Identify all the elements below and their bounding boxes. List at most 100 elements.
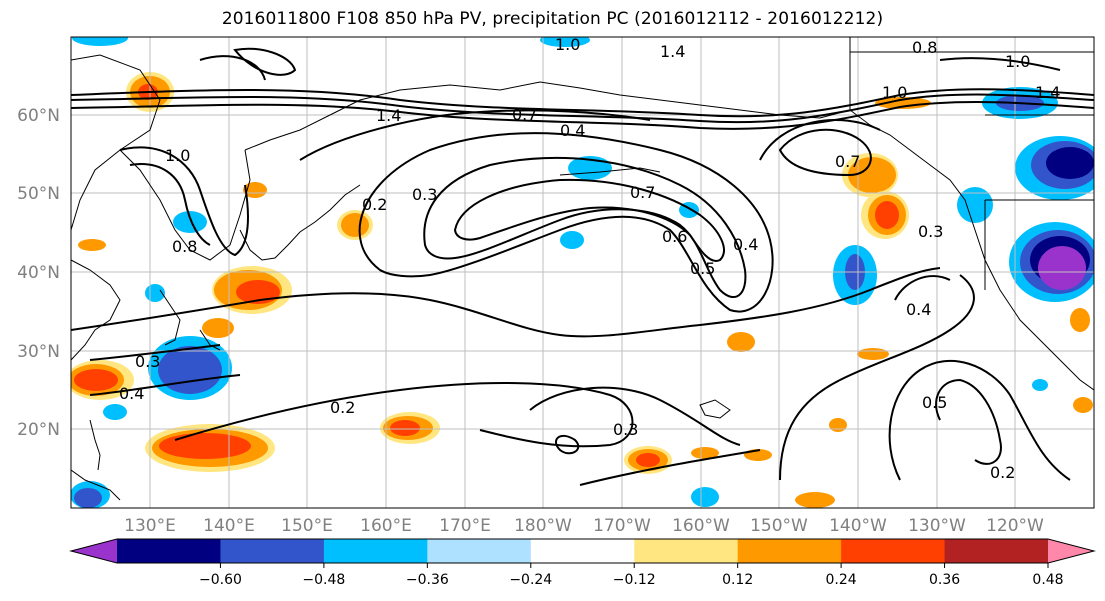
contour-label: 0.7 — [630, 183, 655, 202]
contour-label: 0.3 — [412, 185, 437, 204]
colorbar-tick-label: 0.24 — [826, 572, 857, 588]
lon-label: 160°W — [672, 516, 730, 536]
contour-label: 0.7 — [835, 152, 860, 171]
shade-patch — [173, 211, 207, 233]
contour-label: 1.0 — [1005, 52, 1030, 71]
colorbar-cell — [117, 539, 221, 563]
colorbar-extend-max — [1048, 539, 1094, 563]
map-plot-area: 1.0 1.4 0.8 1.0 1.4 0.7 0.4 1.0 1.4 0.2 … — [71, 35, 1094, 508]
contour-label: 0.3 — [613, 420, 638, 439]
lon-label: 170°E — [439, 516, 491, 536]
contour-label: 1.4 — [376, 106, 401, 125]
shade-patch — [202, 318, 234, 338]
colorbar-tick-label: −0.36 — [406, 572, 449, 588]
pv-contours — [71, 47, 1094, 486]
colorbar-tick-label: −0.60 — [199, 572, 242, 588]
contour-label: 0.3 — [918, 222, 943, 241]
shade-patch — [1032, 379, 1048, 391]
shade-patch — [74, 369, 118, 391]
contour-label: 1.4 — [1035, 83, 1060, 102]
shade-patch — [1038, 246, 1086, 290]
contour-label: 0.4 — [906, 300, 931, 319]
shade-patch — [72, 37, 128, 46]
colorbar-ticks: −0.60 −0.48 −0.36 −0.24 −0.12 0.12 0.24 0.36 0.4… — [199, 563, 1064, 588]
contour-label: 1.0 — [165, 146, 190, 165]
contour-label: 0.7 — [512, 105, 537, 124]
shade-patch — [1046, 147, 1094, 179]
lon-label: 150°W — [750, 516, 808, 536]
shade-patch — [691, 487, 719, 507]
lon-label: 150°E — [281, 516, 333, 536]
lat-label: 20°N — [17, 420, 60, 440]
colorbar-cell — [530, 539, 635, 563]
colorbar-cell — [841, 539, 946, 563]
lon-label: 180°W — [514, 516, 572, 536]
contour-label: 0.3 — [135, 352, 160, 371]
shade-patch — [636, 453, 660, 467]
contour-label: 1.4 — [660, 42, 685, 61]
colorbar-cell — [944, 539, 1049, 563]
lat-label: 30°N — [17, 342, 60, 362]
shade-patch — [103, 404, 127, 420]
colorbar-cell — [323, 539, 428, 563]
shade-patch — [540, 37, 590, 47]
shade-patch — [341, 213, 369, 237]
shade-patch — [875, 97, 931, 109]
map-frame — [70, 36, 1095, 509]
contour-label: 0.6 — [662, 227, 687, 246]
colorbar-extend-min — [71, 539, 117, 563]
contour-label: 1.0 — [555, 35, 580, 54]
lat-label: 50°N — [17, 184, 60, 204]
colorbar-cell — [737, 539, 842, 563]
colorbar: −0.60 −0.48 −0.36 −0.24 −0.12 0.12 0.24 0.36 0.4… — [69, 538, 1096, 588]
colorbar-tick-label: 0.48 — [1032, 572, 1063, 588]
colorbar-cell — [427, 539, 532, 563]
lon-label: 170°W — [593, 516, 651, 536]
shade-patch — [848, 157, 896, 193]
contour-label: 0.4 — [733, 235, 758, 254]
shade-patch — [243, 182, 267, 198]
colorbar-cell — [220, 539, 325, 563]
shade-patch — [857, 348, 889, 360]
contour-label: 0.4 — [119, 384, 144, 403]
colorbar-tick-label: −0.48 — [302, 572, 345, 588]
colorbar-tick-label: 0.12 — [722, 572, 753, 588]
map-title: 2016011800 F108 850 hPa PV, precipitatio… — [221, 9, 884, 29]
colorbar-tick-label: 0.36 — [929, 572, 960, 588]
shade-patch — [795, 492, 835, 508]
contour-label: 0.5 — [690, 259, 715, 278]
precip-shading — [71, 37, 1094, 508]
lon-label: 130°W — [908, 516, 966, 536]
lon-label: 140°W — [829, 516, 887, 536]
shade-patch — [78, 239, 106, 251]
shade-patch — [957, 187, 993, 223]
colorbar-tick-label: −0.12 — [613, 572, 656, 588]
contour-label: 0.8 — [172, 237, 197, 256]
colorbar-tick-label: −0.24 — [509, 572, 552, 588]
contour-label: 0.2 — [362, 195, 387, 214]
contour-label: 0.2 — [330, 398, 355, 417]
contour-label: 0.8 — [912, 38, 937, 57]
longitude-labels: 130°E 140°E 150°E 160°E 170°E 180°W 170°… — [124, 516, 1044, 536]
coastlines — [71, 37, 1094, 501]
shade-patch — [390, 420, 420, 436]
shade-patch — [875, 201, 899, 229]
lat-label: 40°N — [17, 263, 60, 283]
lon-label: 120°W — [986, 516, 1044, 536]
colorbar-cells — [117, 539, 1049, 563]
contour-labels: 1.0 1.4 0.8 1.0 1.4 0.7 0.4 1.0 1.4 0.2 … — [119, 35, 1060, 482]
colorbar-cell — [634, 539, 739, 563]
graticule — [71, 37, 1094, 508]
lon-label: 160°E — [360, 516, 412, 536]
contour-label: 0.2 — [990, 463, 1015, 482]
contour-label: 0.5 — [922, 393, 947, 412]
shade-patch — [1073, 397, 1093, 413]
contour-label: 1.0 — [882, 83, 907, 102]
latitude-labels: 60°N 50°N 40°N 30°N 20°N — [17, 106, 60, 440]
shade-patch — [727, 332, 755, 352]
lon-label: 140°E — [203, 516, 255, 536]
shade-patch — [691, 447, 719, 459]
shade-patch — [1070, 308, 1090, 332]
colorbar-outline — [69, 538, 1096, 564]
